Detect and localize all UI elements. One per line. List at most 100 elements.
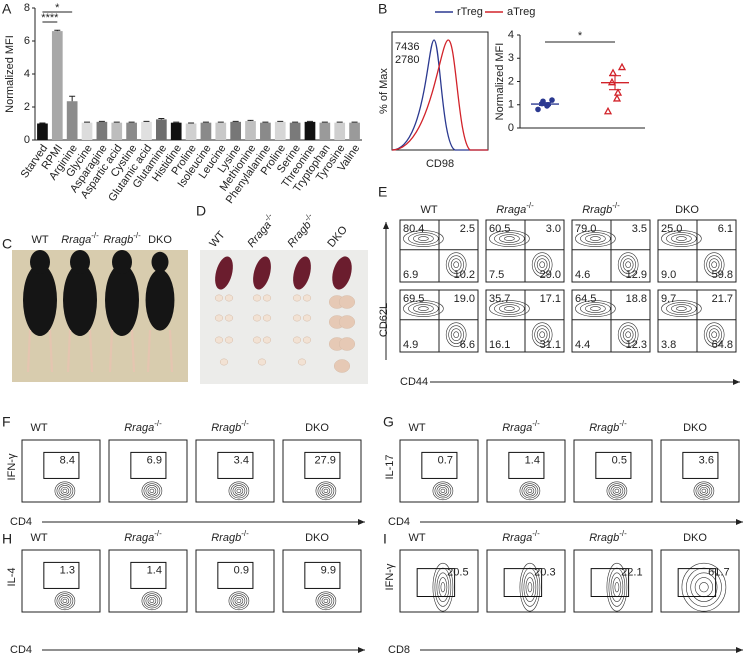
contour-line bbox=[622, 258, 634, 271]
gate bbox=[503, 568, 543, 597]
contour-line bbox=[539, 331, 545, 338]
contour-line bbox=[494, 232, 525, 245]
contour-line bbox=[145, 485, 159, 497]
gate-value: 22.1 bbox=[621, 567, 642, 579]
bar bbox=[66, 101, 78, 140]
lymph-node bbox=[302, 294, 312, 302]
quadrant-value: 6.9 bbox=[403, 269, 418, 281]
y-axis-label: Normalized MFI bbox=[4, 35, 16, 113]
contour-line bbox=[519, 481, 541, 501]
contour-line bbox=[438, 486, 448, 495]
contour-line bbox=[499, 304, 520, 313]
contour-line bbox=[676, 306, 687, 311]
contour-line bbox=[440, 488, 446, 493]
legend-label: rTreg bbox=[457, 6, 483, 18]
contour-line bbox=[695, 483, 713, 499]
y-axis-label: IFN-γ bbox=[6, 453, 18, 480]
genotype-name: Rraga bbox=[245, 219, 273, 250]
contour-line bbox=[671, 304, 692, 313]
contour-line bbox=[708, 258, 720, 271]
lymph-node bbox=[338, 337, 356, 351]
genotype-name: Rragb bbox=[589, 532, 619, 544]
y-tick-label: 0 bbox=[24, 134, 30, 146]
quadrant-value: 10.2 bbox=[454, 269, 475, 281]
error-bar bbox=[69, 95, 76, 102]
legend-label: aTreg bbox=[507, 6, 535, 18]
lymph-node bbox=[338, 295, 356, 309]
contour-line bbox=[534, 325, 550, 344]
contour-line bbox=[614, 582, 620, 593]
genotype-superscript: -/- bbox=[619, 529, 627, 538]
contour-line bbox=[232, 595, 246, 607]
y-axis-label: CD62L bbox=[378, 303, 390, 337]
flow-plot-frame bbox=[195, 439, 275, 503]
contour-line bbox=[531, 322, 553, 347]
bar bbox=[245, 121, 256, 140]
bar bbox=[334, 122, 346, 140]
contour-line bbox=[693, 481, 715, 501]
contour-line bbox=[448, 325, 464, 344]
quadrant-value: 64.5 bbox=[575, 293, 596, 305]
bar bbox=[51, 31, 63, 141]
contour-line bbox=[690, 572, 718, 602]
mouse-head bbox=[70, 250, 90, 274]
bar bbox=[274, 121, 286, 140]
contour-line bbox=[58, 595, 72, 607]
quadrant-value: 64.8 bbox=[712, 339, 733, 351]
gate bbox=[304, 561, 341, 589]
genotype-name: WT bbox=[30, 422, 47, 434]
contour-line bbox=[149, 488, 155, 493]
genotype-name: DKO bbox=[148, 234, 172, 246]
sem-bar bbox=[609, 75, 621, 91]
contour-line bbox=[504, 306, 515, 311]
genotype-label: WT bbox=[420, 204, 437, 216]
bar bbox=[319, 122, 331, 140]
bar bbox=[185, 123, 197, 140]
contour-line bbox=[56, 593, 74, 609]
quadrant-value: 18.8 bbox=[626, 293, 647, 305]
contour-line bbox=[450, 328, 462, 341]
panel-label: H bbox=[2, 531, 12, 547]
y-tick-label: 1 bbox=[508, 99, 514, 111]
contour-line bbox=[622, 328, 634, 341]
mouse-body bbox=[23, 264, 57, 336]
contour-line bbox=[606, 562, 628, 612]
flow-plot-frame bbox=[108, 439, 188, 503]
contour-line bbox=[610, 485, 624, 497]
contour-line bbox=[317, 593, 335, 609]
quadrant-value: 9.7 bbox=[661, 293, 676, 305]
lymph-node bbox=[302, 314, 312, 322]
contour-line bbox=[418, 306, 429, 311]
gate bbox=[508, 451, 545, 479]
contour-line bbox=[610, 572, 624, 602]
genotype-label: DKO bbox=[148, 234, 172, 246]
contour-line bbox=[521, 483, 539, 499]
lymph-node bbox=[214, 336, 224, 344]
contour-line bbox=[145, 595, 159, 607]
lymph-node bbox=[214, 294, 224, 302]
quadrant-value: 60.5 bbox=[489, 223, 510, 235]
contour-line bbox=[525, 486, 535, 495]
bar bbox=[141, 121, 152, 140]
contour-line bbox=[711, 331, 717, 338]
significance-label: * bbox=[55, 2, 60, 14]
contour-line bbox=[323, 488, 329, 493]
contour-line bbox=[321, 486, 331, 495]
genotype-name: Rragb bbox=[211, 422, 241, 434]
contour-line bbox=[681, 562, 727, 612]
y-tick-label: 6 bbox=[24, 35, 30, 47]
bar bbox=[96, 121, 108, 140]
gate-value: 20.3 bbox=[534, 567, 555, 579]
gate-value: 3.6 bbox=[699, 454, 714, 466]
contour-line bbox=[436, 485, 450, 497]
bar bbox=[111, 122, 123, 140]
mfi-label: 2780 bbox=[395, 54, 419, 66]
contour-line bbox=[661, 300, 702, 317]
mouse-head bbox=[112, 250, 132, 274]
gate-value: 61.7 bbox=[708, 567, 729, 579]
genotype-name: DKO bbox=[325, 223, 350, 249]
contour-line bbox=[494, 302, 525, 315]
gate-value: 3.4 bbox=[234, 454, 249, 466]
x-axis-label: CD44 bbox=[400, 376, 428, 388]
contour-line bbox=[711, 261, 717, 268]
